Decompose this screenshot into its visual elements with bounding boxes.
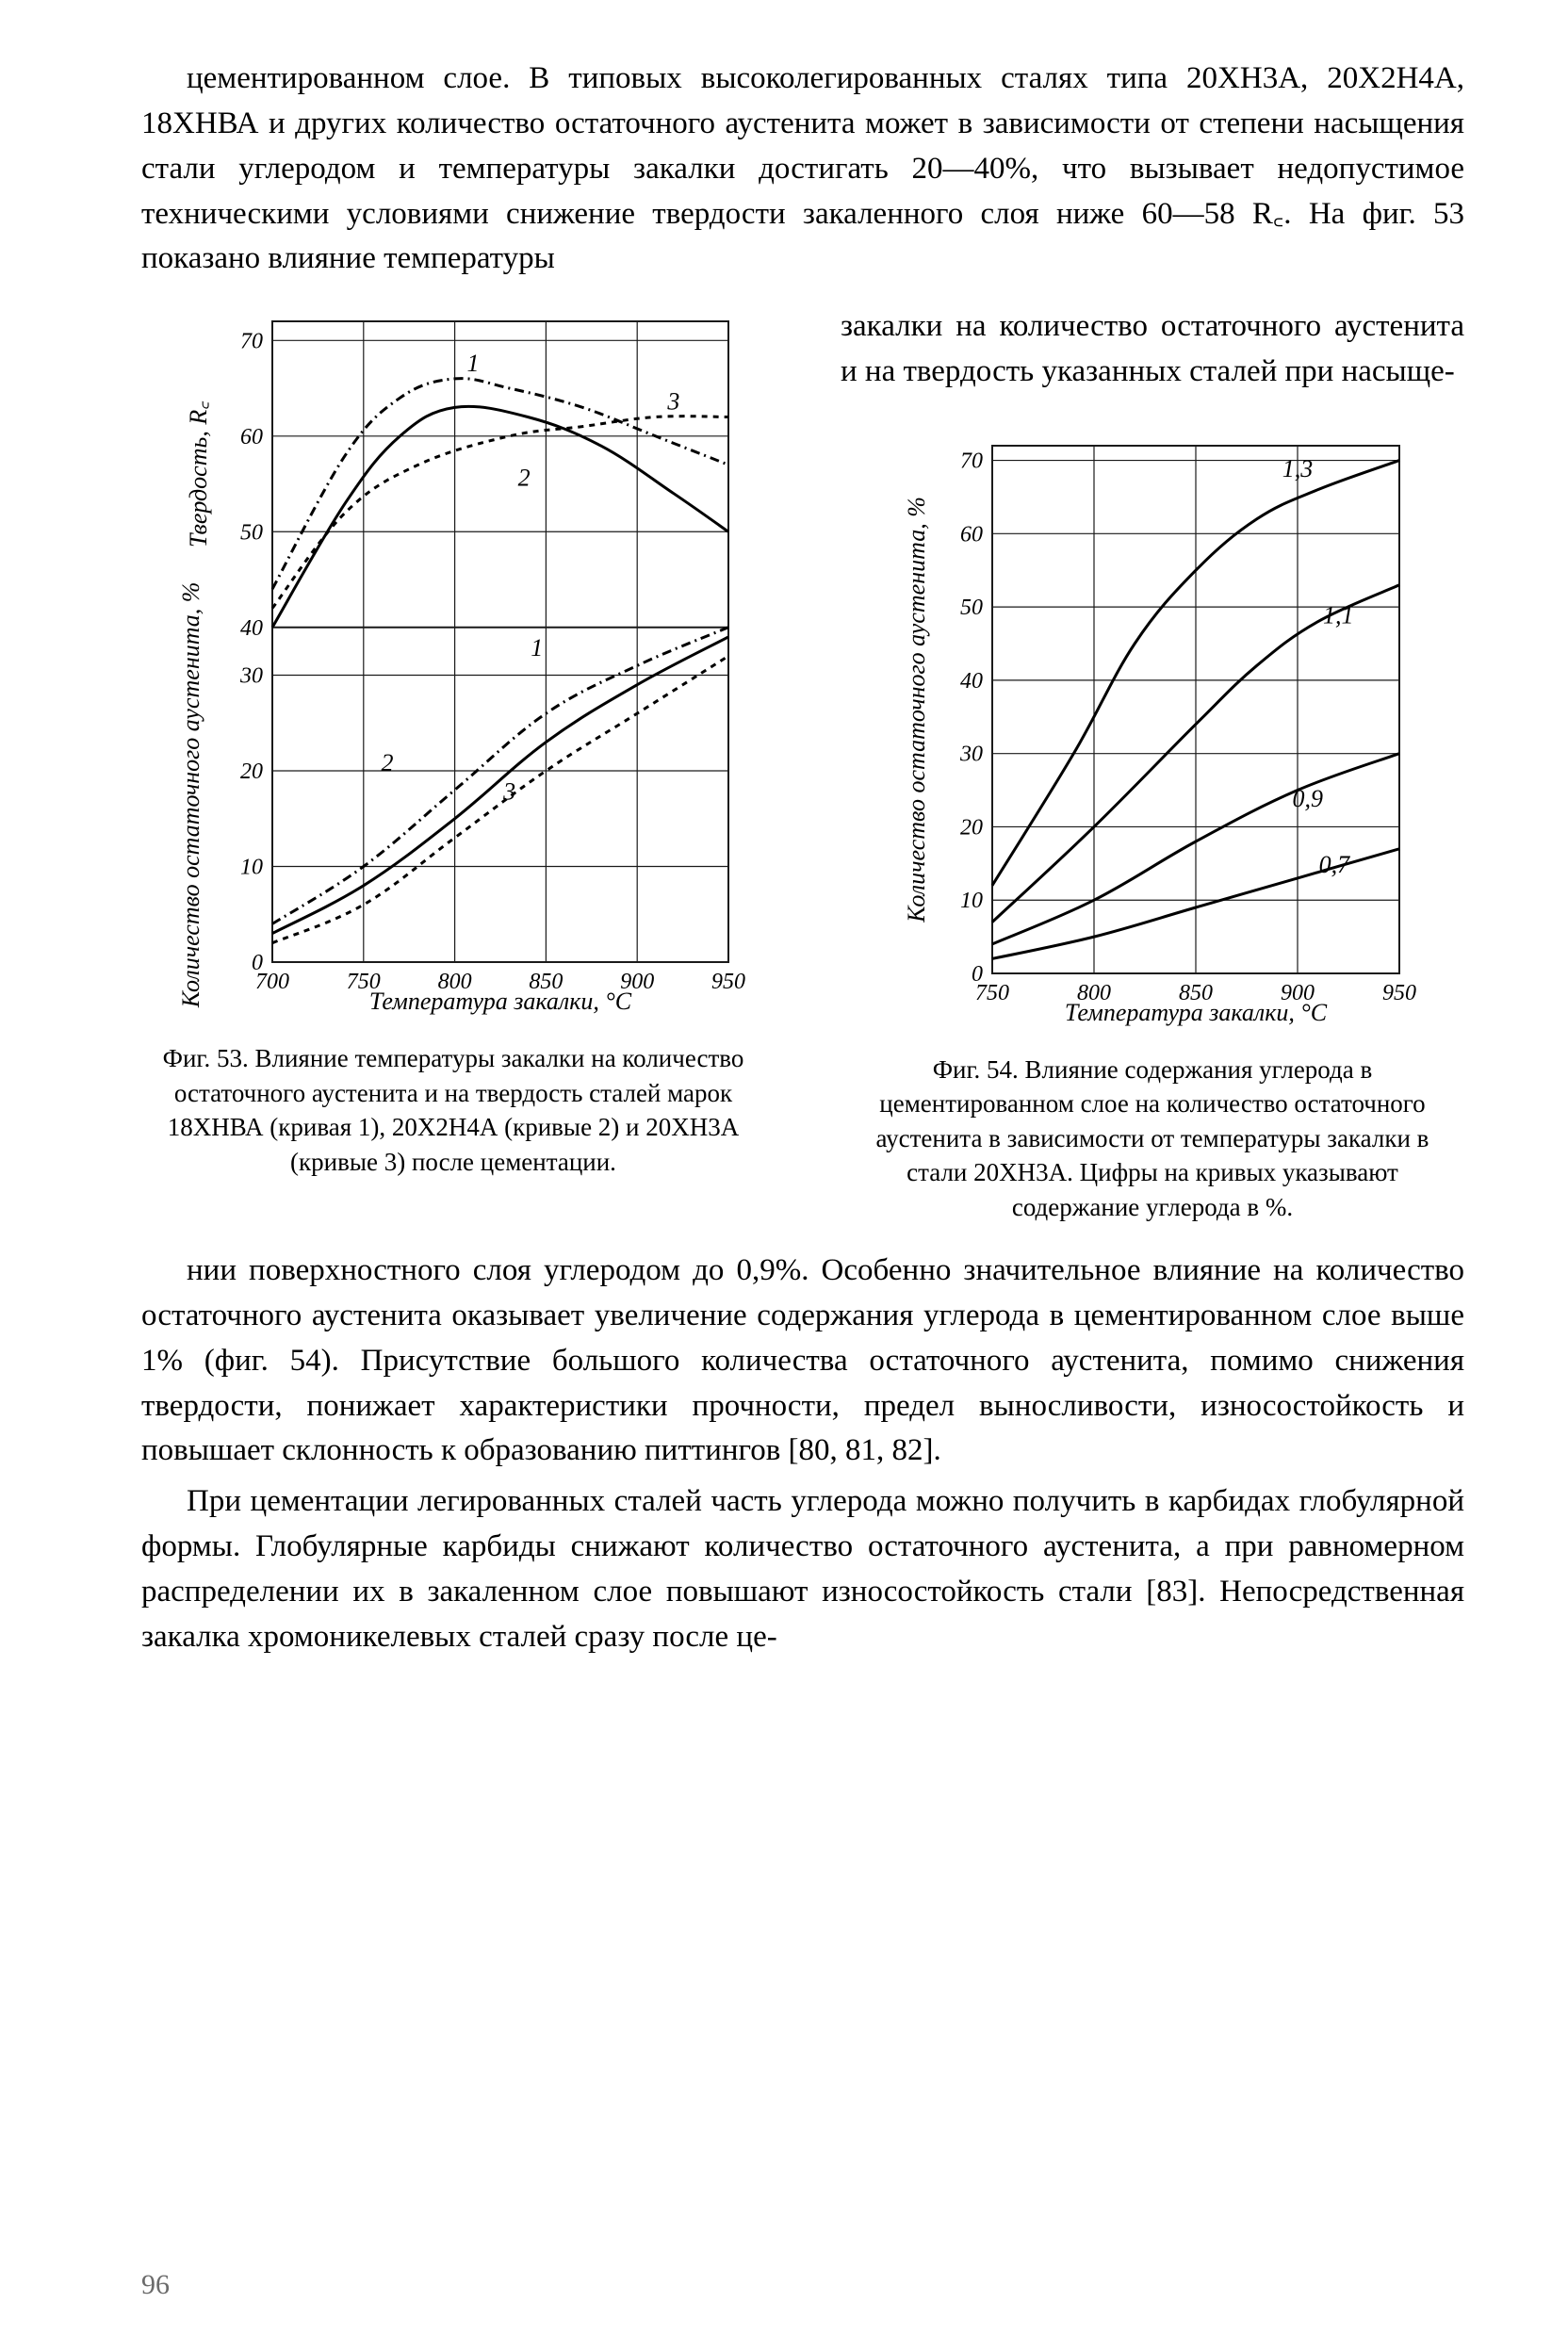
svg-text:50: 50 (960, 596, 983, 620)
svg-text:50: 50 (240, 521, 263, 546)
svg-text:Температура закалки, °С: Температура закалки, °С (1065, 999, 1328, 1026)
svg-text:2: 2 (381, 749, 393, 776)
fig54-column: закалки на количество остаточного аустен… (841, 304, 1464, 1224)
fig53-caption: Фиг. 53. Влияние температуры закалки на … (157, 1041, 750, 1179)
svg-text:10: 10 (240, 856, 263, 880)
svg-text:Количество остаточного аустени: Количество остаточного аустенита, % (903, 497, 930, 923)
svg-text:0: 0 (972, 962, 983, 987)
svg-text:3: 3 (502, 778, 515, 806)
svg-text:40: 40 (960, 669, 983, 694)
fig53-chart: 700750800850900950010203040506070Темпера… (161, 304, 745, 1021)
svg-text:950: 950 (711, 970, 745, 994)
svg-text:3: 3 (666, 388, 679, 416)
svg-text:Количество остаточного аустени: Количество остаточного аустенита, % (177, 582, 204, 1009)
fig54-chart: 750800850900950010203040506070Температур… (889, 429, 1416, 1032)
svg-text:60: 60 (240, 425, 263, 449)
intro-text: цементированном слое. В типовых высоколе… (141, 57, 1464, 282)
svg-text:70: 70 (960, 449, 983, 473)
continuation-text: закалки на количество остаточного аустен… (841, 304, 1464, 400)
svg-text:60: 60 (960, 522, 983, 547)
svg-text:30: 30 (959, 743, 983, 767)
svg-text:20: 20 (240, 760, 263, 784)
fig54-caption: Фиг. 54. Влияние содержания углерода в ц… (857, 1053, 1449, 1224)
svg-text:0,9: 0,9 (1293, 785, 1324, 812)
svg-text:1,1: 1,1 (1323, 601, 1354, 629)
svg-text:2: 2 (518, 465, 531, 492)
svg-text:1,3: 1,3 (1282, 455, 1314, 482)
svg-text:Температура закалки, °С: Температура закалки, °С (369, 988, 632, 1015)
figures-row: 700750800850900950010203040506070Темпера… (141, 304, 1464, 1224)
svg-text:950: 950 (1382, 981, 1416, 1005)
paragraph-1: цементированном слое. В типовых высоколе… (141, 57, 1464, 282)
page: цементированном слое. В типовых высоколе… (0, 0, 1568, 2352)
svg-text:70: 70 (240, 330, 263, 354)
svg-text:1: 1 (531, 634, 543, 662)
svg-text:0,7: 0,7 (1319, 851, 1351, 878)
paragraph-3: нии поверхностного слоя углеродом до 0,9… (141, 1249, 1464, 1474)
paragraph-2: закалки на количество остаточного аустен… (841, 304, 1464, 395)
paragraph-4: При цементации легированных сталей часть… (141, 1479, 1464, 1659)
lower-text: нии поверхностного слоя углеродом до 0,9… (141, 1249, 1464, 1660)
svg-text:1: 1 (466, 350, 479, 377)
page-number: 96 (141, 2269, 170, 2301)
fig53-column: 700750800850900950010203040506070Темпера… (141, 304, 765, 1179)
svg-text:0: 0 (252, 951, 263, 975)
svg-text:Твердость, R꜀: Твердость, R꜀ (185, 400, 212, 547)
svg-text:40: 40 (240, 616, 263, 641)
svg-text:10: 10 (960, 889, 983, 913)
svg-text:20: 20 (960, 815, 983, 840)
svg-text:30: 30 (239, 664, 263, 689)
